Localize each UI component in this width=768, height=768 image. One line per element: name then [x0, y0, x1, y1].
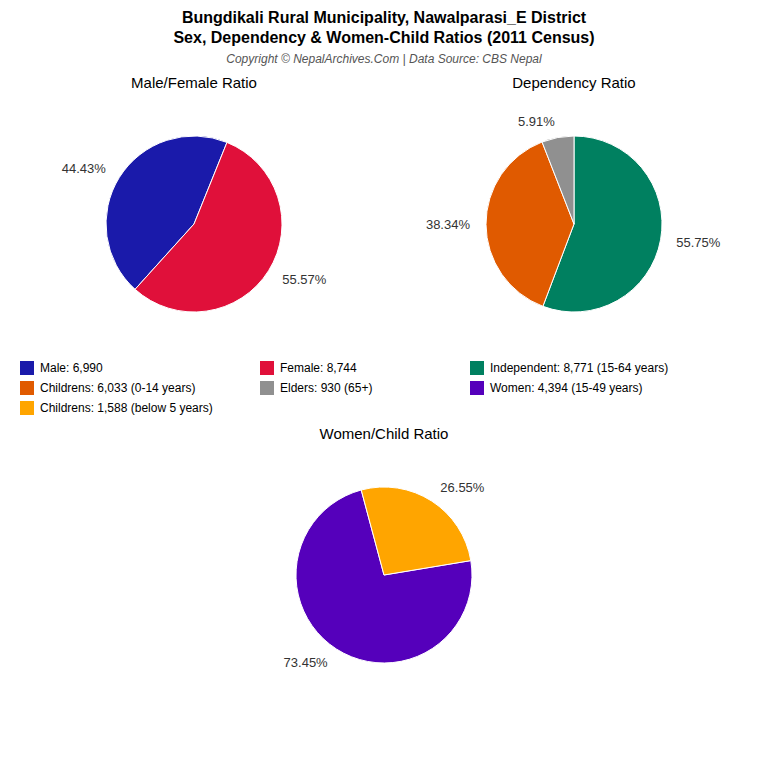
svg-text:44.43%: 44.43% [62, 161, 107, 176]
html-text:Dependency Ratio: Dependency Ratio [512, 74, 636, 91]
svg-text:26.55%: 26.55% [440, 480, 485, 495]
html-text:Childrens: 6,033 (0-14 years): Childrens: 6,033 (0-14 years) [40, 381, 196, 395]
svg-text:55.75%: 55.75% [676, 235, 721, 250]
html-text:Bungdikali Rural Municipality,: Bungdikali Rural Municipality, Nawalpara… [181, 9, 587, 26]
html-text:Elders: 930 (65+): Elders: 930 (65+) [280, 381, 373, 395]
svg-text:55.57%: 55.57% [282, 272, 327, 287]
html-text:Male: 6,990: Male: 6,990 [40, 361, 103, 375]
svg-text:5.91%: 5.91% [518, 114, 555, 129]
svg-text:73.45%: 73.45% [284, 655, 329, 670]
html-text:Sex, Dependency & Women-Child: Sex, Dependency & Women-Child Ratios (20… [173, 29, 595, 46]
html-text:Female: 8,744: Female: 8,744 [280, 361, 357, 375]
html-text:Childrens: 1,588 (below 5 year: Childrens: 1,588 (below 5 years) [40, 401, 213, 415]
html-text:Copyright © NepalArchives.Com: Copyright © NepalArchives.Com | Data Sou… [226, 52, 542, 66]
html-text:Independent: 8,771 (15-64 year: Independent: 8,771 (15-64 years) [490, 361, 669, 375]
svg-text:38.34%: 38.34% [426, 217, 471, 232]
html-text:Male/Female Ratio: Male/Female Ratio [131, 74, 257, 91]
html-text:Women/Child Ratio: Women/Child Ratio [319, 425, 449, 442]
html-text:Women: 4,394 (15-49 years): Women: 4,394 (15-49 years) [490, 381, 643, 395]
